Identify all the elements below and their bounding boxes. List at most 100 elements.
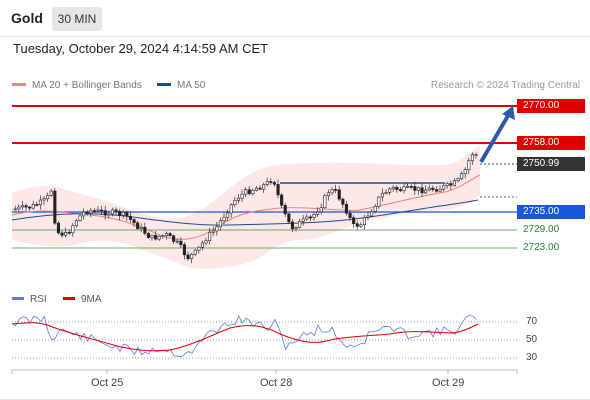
candle-body xyxy=(373,206,377,212)
candle-body xyxy=(31,204,35,209)
candle-body xyxy=(298,220,302,228)
last-price-label: 2750.99 xyxy=(517,157,585,171)
ma50-line xyxy=(11,199,479,226)
candle-body xyxy=(276,184,280,196)
candle-body xyxy=(89,210,93,214)
candle-body xyxy=(139,226,143,229)
candle-body xyxy=(150,235,154,238)
ma20-label: MA 20 + Bollinger Bands xyxy=(32,80,142,91)
candle-body xyxy=(197,246,201,251)
candle-body xyxy=(233,199,237,205)
resistance-1-label: 2758.00 xyxy=(517,136,585,150)
ma50-swatch xyxy=(157,82,171,86)
candle-body xyxy=(265,181,269,185)
candle-body xyxy=(157,236,161,240)
chart-header: Gold 30 MIN xyxy=(0,0,590,36)
candle-body xyxy=(377,196,381,207)
candle-body xyxy=(85,211,89,214)
candle-body xyxy=(161,235,165,237)
candle-body xyxy=(330,189,334,194)
candle-body xyxy=(445,183,449,187)
candle-body xyxy=(218,220,222,228)
candle-body xyxy=(269,181,273,183)
ma50-label: MA 50 xyxy=(177,80,206,91)
candle-body xyxy=(337,189,341,200)
candle-body xyxy=(193,249,197,255)
candle-body xyxy=(107,213,111,216)
candle-body xyxy=(438,188,442,192)
candle-body xyxy=(384,192,388,194)
candle-body xyxy=(208,232,212,242)
candle-body xyxy=(251,190,255,195)
candle-body xyxy=(132,219,136,224)
candle-body xyxy=(283,205,287,215)
candle-body xyxy=(64,231,68,236)
candle-body xyxy=(334,189,338,191)
candle-body xyxy=(49,190,53,196)
candle-body xyxy=(38,199,43,206)
candle-body xyxy=(67,231,71,234)
bollinger-band xyxy=(12,145,480,269)
candle-body xyxy=(179,240,183,245)
candle-body xyxy=(370,211,374,217)
candle-body xyxy=(380,192,385,198)
candle-body xyxy=(280,194,284,206)
candle-body xyxy=(434,189,439,192)
candle-body xyxy=(470,154,475,162)
rsi-tick-70: 70 xyxy=(526,316,538,327)
candle-body xyxy=(35,204,39,206)
candle-body xyxy=(204,240,208,244)
candle-body xyxy=(168,233,172,237)
candle-body xyxy=(236,197,240,201)
candle-body xyxy=(359,224,363,227)
support-1-label: 2729.00 xyxy=(523,224,560,235)
candle-body xyxy=(182,244,186,256)
candle-body xyxy=(463,169,467,174)
rsi-9ma-line xyxy=(11,322,479,352)
candle-body xyxy=(53,190,57,224)
candle-body xyxy=(74,220,78,227)
candle-body xyxy=(456,178,460,181)
resistance-2-label: 2770.00 xyxy=(517,99,585,113)
candle-body xyxy=(312,214,316,218)
support-2-label: 2723.00 xyxy=(523,242,560,253)
candle-body xyxy=(46,195,50,200)
candle-body xyxy=(121,211,125,216)
candle-body xyxy=(323,195,327,208)
legend-rsi: RSI xyxy=(12,294,47,305)
candle-body xyxy=(442,185,446,190)
candle-body xyxy=(118,210,122,216)
timeframe-button[interactable]: 30 MIN xyxy=(52,7,102,31)
candle-body xyxy=(17,206,21,210)
legend-9ma: 9MA xyxy=(63,294,102,305)
symbol-title: Gold xyxy=(11,10,43,26)
candle-body xyxy=(420,187,424,194)
candle-body xyxy=(92,210,96,212)
candle-body xyxy=(103,210,107,216)
candle-body xyxy=(326,192,331,197)
candle-body xyxy=(474,154,478,156)
candle-body xyxy=(316,211,320,215)
candle-body xyxy=(431,187,435,190)
candle-body xyxy=(272,182,277,185)
9ma-swatch xyxy=(63,296,75,300)
candle-body xyxy=(56,222,61,234)
candle-body xyxy=(348,212,352,218)
candle-body xyxy=(388,188,392,193)
candle-body xyxy=(146,233,150,238)
candle-body xyxy=(24,205,28,208)
candle-body xyxy=(398,189,403,192)
candle-body xyxy=(402,186,406,192)
timestamp: Tuesday, October 29, 2024 4:14:59 AM CET xyxy=(13,41,269,56)
candle-body xyxy=(254,187,258,191)
candle-body xyxy=(71,225,75,234)
candle-body xyxy=(211,230,215,233)
candle-body xyxy=(240,193,244,199)
candle-body xyxy=(352,217,356,224)
candle-body xyxy=(287,213,291,223)
candle-body xyxy=(427,187,431,191)
candle-body xyxy=(226,212,230,218)
candle-body xyxy=(467,160,471,170)
candlesticks xyxy=(13,152,478,264)
